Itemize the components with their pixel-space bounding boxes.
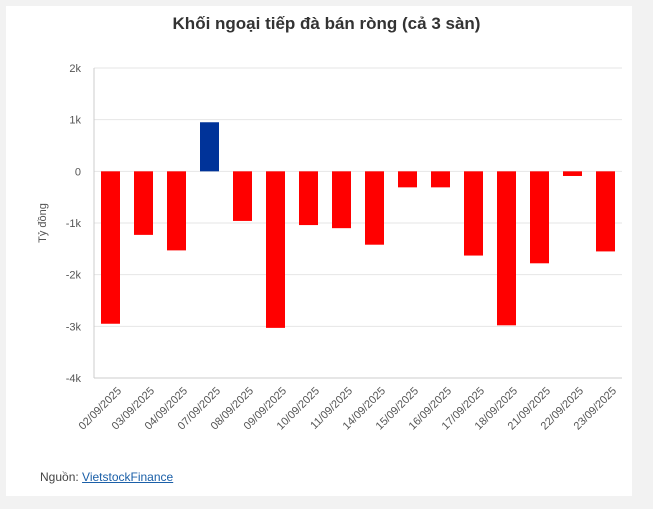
bar — [563, 171, 582, 176]
bar — [167, 171, 186, 251]
bar — [332, 171, 351, 229]
chart-title: Khối ngoại tiếp đà bán ròng (cả 3 sàn) — [172, 14, 481, 33]
y-tick-label: -3k — [66, 321, 82, 333]
bar — [233, 171, 252, 221]
source-link[interactable]: VietstockFinance — [82, 470, 174, 484]
bar — [134, 171, 153, 235]
source-label: Nguồn: — [40, 470, 79, 484]
source-note: Nguồn: VietstockFinance — [40, 470, 173, 484]
y-tick-label: 2k — [69, 63, 81, 75]
bar — [530, 171, 549, 264]
y-tick-label: -4k — [66, 373, 82, 385]
bar — [101, 171, 120, 324]
y-tick-label: -2k — [66, 270, 82, 282]
bar — [200, 122, 219, 172]
bar — [596, 171, 615, 252]
bar — [365, 171, 384, 245]
bar — [497, 171, 516, 326]
y-axis-label: Tỷ đồng — [37, 203, 49, 243]
bar — [464, 171, 483, 256]
bar — [398, 171, 417, 188]
bar — [266, 171, 285, 328]
y-tick-label: 0 — [75, 166, 81, 178]
bar — [299, 171, 318, 226]
y-tick-label: 1k — [69, 115, 81, 127]
bar — [431, 171, 450, 188]
y-tick-label: -1k — [66, 218, 82, 230]
